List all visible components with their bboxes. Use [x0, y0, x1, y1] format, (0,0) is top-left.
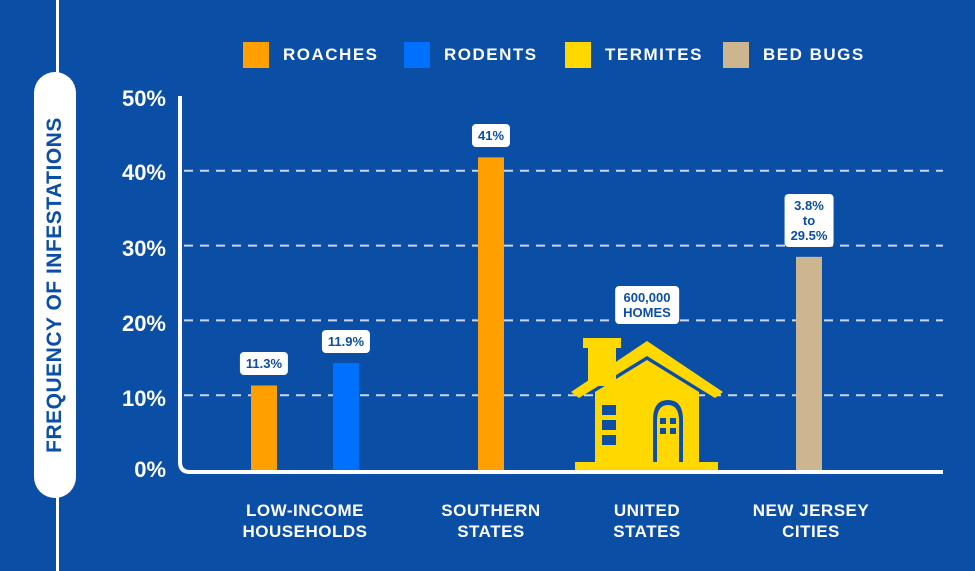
category-label-united-states: UNITED STATES [562, 500, 732, 542]
legend-item-rodents: RODENTS [404, 42, 538, 68]
legend: ROACHES RODENTS TERMITES BED BUGS [0, 42, 975, 68]
legend-label-bed-bugs: BED BUGS [763, 45, 865, 64]
category-label-low-income: LOW-INCOME HOUSEHOLDS [220, 500, 390, 542]
legend-swatch-roaches [243, 42, 269, 68]
legend-label-termites: TERMITES [605, 45, 703, 64]
category-line: STATES [613, 522, 681, 541]
house-label-line: 600,000 [623, 290, 671, 305]
bar [251, 385, 277, 470]
data-label: 41% [471, 124, 511, 148]
legend-swatch-rodents [404, 42, 430, 68]
y-tick-label: 40% [121, 160, 166, 185]
category-line: HOUSEHOLDS [242, 522, 368, 541]
house-annotation-label: 600,000 HOMES [615, 286, 679, 324]
bar [796, 256, 822, 470]
legend-label-roaches: ROACHES [283, 45, 379, 64]
bars [251, 157, 822, 470]
house-label-line: HOMES [623, 305, 671, 320]
bar [478, 157, 504, 470]
category-line: NEW JERSEY [752, 501, 870, 520]
y-tick-label: 20% [121, 311, 166, 336]
y-tick-label: 0% [134, 457, 166, 482]
legend-label-rodents: RODENTS [444, 45, 538, 64]
legend-item-bed-bugs: BED BUGS [723, 42, 865, 68]
y-tick-label: 10% [121, 386, 166, 411]
house-icon [571, 338, 723, 470]
category-line: CITIES [782, 522, 840, 541]
data-label: 11.9% [321, 330, 371, 354]
category-label-southern: SOUTHERN STATES [406, 500, 576, 542]
legend-swatch-bed-bugs [723, 42, 749, 68]
axes [178, 96, 943, 474]
y-tick-label: 30% [121, 236, 166, 261]
category-line: LOW-INCOME [246, 501, 364, 520]
legend-swatch-termites [565, 42, 591, 68]
category-line: UNITED [613, 501, 681, 520]
data-label-multiline: 3.8% to 29.5% [784, 193, 834, 247]
bar [333, 363, 359, 470]
data-label: 11.3% [239, 352, 289, 376]
legend-item-roaches: ROACHES [243, 42, 379, 68]
legend-item-termites: TERMITES [565, 42, 703, 68]
category-line: SOUTHERN [441, 501, 541, 520]
data-label-line: 29.5% [790, 227, 828, 243]
data-label-line: 3.8% [794, 197, 824, 213]
y-axis-title-pill [34, 72, 76, 498]
y-tick-label: 50% [121, 86, 166, 111]
category-label-new-jersey: NEW JERSEY CITIES [726, 500, 896, 542]
data-label-line: to [802, 212, 816, 228]
category-line: STATES [457, 522, 525, 541]
